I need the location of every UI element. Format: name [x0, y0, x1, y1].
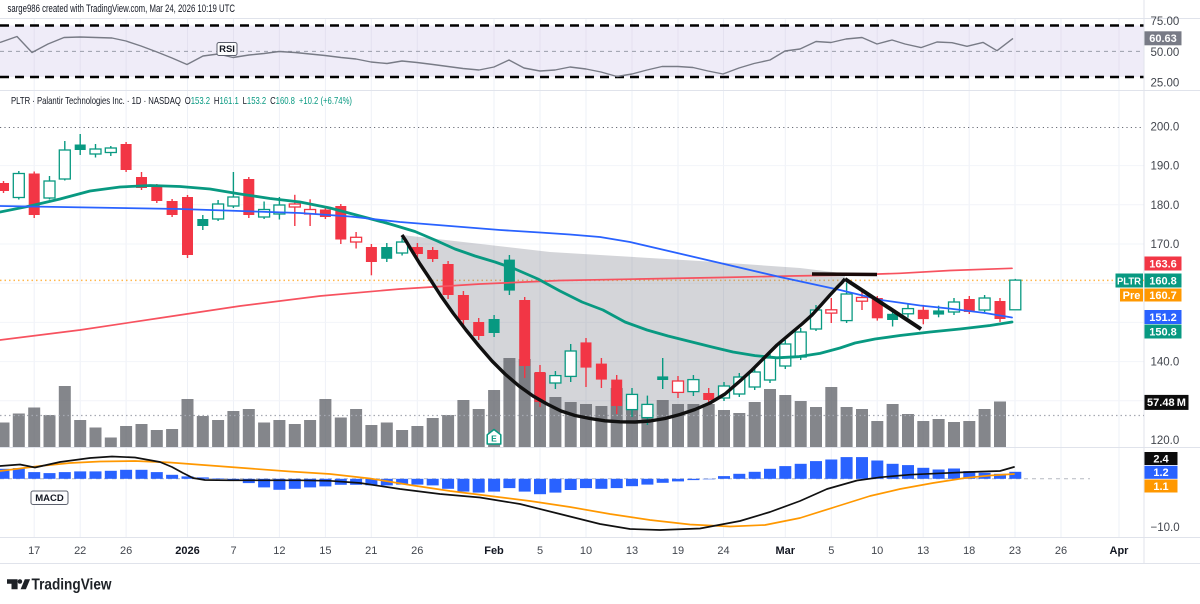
- svg-text:57.48 M: 57.48 M: [1147, 397, 1186, 409]
- svg-text:TradingView: TradingView: [32, 577, 113, 594]
- svg-text:RSI: RSI: [219, 44, 235, 55]
- svg-text:26: 26: [120, 545, 132, 557]
- svg-text:50.00: 50.00: [1151, 47, 1180, 59]
- svg-text:7: 7: [230, 545, 236, 557]
- svg-text:MACD: MACD: [35, 493, 64, 504]
- svg-text:2.4: 2.4: [1153, 453, 1169, 465]
- svg-text:Apr: Apr: [1110, 545, 1130, 557]
- svg-text:190.0: 190.0: [1151, 161, 1180, 173]
- svg-text:PLTR · Palantir Technologies I: PLTR · Palantir Technologies Inc. · 1D ·…: [11, 95, 352, 107]
- svg-text:60.63: 60.63: [1149, 33, 1177, 45]
- svg-text:13: 13: [626, 545, 638, 557]
- svg-text:160.8: 160.8: [1149, 275, 1177, 287]
- svg-text:2026: 2026: [175, 545, 199, 557]
- svg-text:19: 19: [672, 545, 684, 557]
- svg-text:Pre: Pre: [1123, 290, 1141, 302]
- svg-text:12: 12: [273, 545, 285, 557]
- svg-text:17: 17: [28, 545, 40, 557]
- svg-text:Mar: Mar: [776, 545, 796, 557]
- svg-text:26: 26: [411, 545, 423, 557]
- svg-text:150.8: 150.8: [1149, 326, 1177, 338]
- svg-text:23: 23: [1009, 545, 1021, 557]
- svg-text:18: 18: [963, 545, 975, 557]
- svg-text:22: 22: [74, 545, 86, 557]
- svg-text:E: E: [491, 434, 497, 444]
- svg-text:21: 21: [365, 545, 377, 557]
- svg-text:sarge986 created with TradingV: sarge986 created with TradingView.com, M…: [8, 3, 236, 15]
- svg-text:5: 5: [537, 545, 543, 557]
- svg-text:163.6: 163.6: [1149, 258, 1177, 270]
- svg-text:140.0: 140.0: [1151, 357, 1180, 369]
- svg-text:25.00: 25.00: [1151, 78, 1180, 90]
- svg-text:10: 10: [580, 545, 592, 557]
- svg-text:−10.0: −10.0: [1151, 522, 1180, 534]
- svg-text:170.0: 170.0: [1151, 239, 1180, 251]
- svg-text:75.00: 75.00: [1151, 16, 1180, 28]
- svg-text:120.0: 120.0: [1151, 435, 1180, 447]
- svg-text:PLTR: PLTR: [1117, 275, 1141, 287]
- svg-text:24: 24: [717, 545, 729, 557]
- svg-text:200.0: 200.0: [1151, 121, 1180, 133]
- svg-text:13: 13: [917, 545, 929, 557]
- svg-text:1.1: 1.1: [1153, 481, 1168, 493]
- svg-text:1.2: 1.2: [1153, 467, 1168, 479]
- svg-text:10: 10: [871, 545, 883, 557]
- svg-text:151.2: 151.2: [1149, 312, 1177, 324]
- svg-text:26: 26: [1055, 545, 1067, 557]
- svg-text:15: 15: [319, 545, 331, 557]
- svg-text:180.0: 180.0: [1151, 200, 1180, 212]
- svg-text:Feb: Feb: [484, 545, 504, 557]
- svg-text:5: 5: [828, 545, 834, 557]
- svg-text:160.7: 160.7: [1149, 290, 1177, 302]
